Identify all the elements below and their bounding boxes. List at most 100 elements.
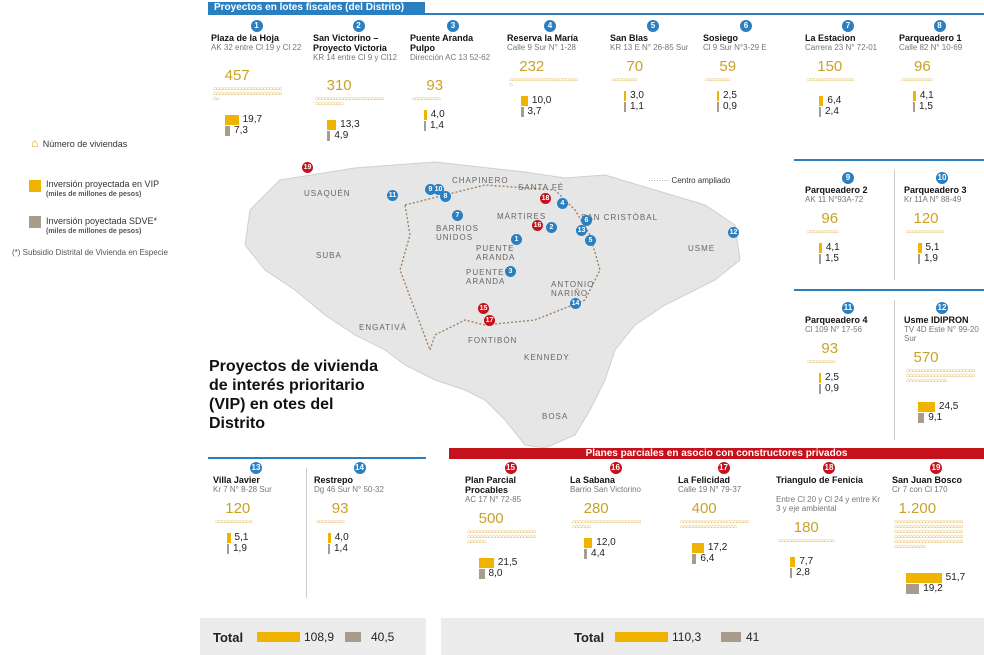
- map-marker-15[interactable]: 15: [478, 303, 489, 314]
- map-legend-centro: ········ Centro ampliado: [648, 176, 731, 185]
- housing-icons: ⌂⌂⌂⌂⌂⌂⌂⌂⌂⌂⌂⌂⌂⌂⌂⌂⌂⌂⌂⌂⌂⌂⌂: [509, 78, 578, 88]
- project-housing-count: 59: [719, 58, 737, 75]
- sdve-investment-bar: [227, 544, 229, 554]
- map-marker-13[interactable]: 13: [576, 225, 587, 236]
- project-address: Calle 19 N° 79-37: [678, 485, 742, 494]
- vip-investment-value: 6,4: [827, 95, 842, 106]
- legend-vip-swatch: [29, 180, 41, 192]
- project-number-badge: 13: [250, 462, 262, 474]
- map-marker-19[interactable]: 19: [302, 162, 313, 173]
- housing-icons: ⌂⌂⌂⌂⌂⌂⌂⌂⌂⌂⌂⌂⌂⌂⌂⌂⌂⌂: [778, 539, 835, 544]
- map-marker-18[interactable]: 18: [540, 193, 551, 204]
- map-label-usme: USME: [688, 244, 716, 253]
- project-number-badge: 16: [609, 462, 622, 474]
- project-number-badge: 4: [544, 20, 556, 32]
- sdve-investment-value: 2,8: [796, 567, 810, 578]
- map-marker-10[interactable]: 10: [433, 184, 444, 195]
- project-address: Dg 46 Sur N° 50-32: [314, 485, 384, 494]
- project-housing-count: 93: [426, 77, 444, 94]
- project-housing-count: 180: [793, 519, 819, 536]
- vip-investment-value: 4,1: [825, 242, 840, 253]
- vip-investment-bar: [692, 543, 704, 553]
- project-number-badge: 6: [740, 20, 752, 32]
- vip-investment-value: 12,0: [596, 537, 616, 548]
- sdve-investment-bar: [819, 107, 821, 117]
- project-housing-count: 70: [626, 58, 644, 75]
- sdve-investment-bar: [584, 549, 588, 559]
- project-address: AC 17 N° 72-85: [465, 495, 522, 504]
- sdve-investment-value: 2,4: [825, 106, 839, 117]
- total-planes-sdve-value: 41: [746, 630, 760, 644]
- total-lotes-sdve-bar: [345, 632, 361, 642]
- section-header-lotes: Proyectos en lotes fiscales (del Distrit…: [208, 2, 425, 14]
- bogota-map: [244, 161, 741, 449]
- project-name: Sosiego: [703, 33, 739, 43]
- project-name: Triangulo de Fenicia: [776, 475, 864, 485]
- map-marker-11[interactable]: 11: [387, 190, 398, 201]
- project-address: Cl 109 N° 17-56: [805, 325, 863, 334]
- project-number-badge: 9: [842, 172, 854, 184]
- housing-icons: ⌂⌂⌂⌂⌂⌂⌂⌂⌂⌂⌂⌂⌂⌂⌂⌂⌂⌂⌂⌂⌂⌂⌂⌂⌂⌂⌂⌂⌂⌂⌂⌂⌂⌂⌂⌂⌂⌂⌂⌂…: [906, 369, 975, 384]
- project-address: Calle 9 Sur N° 1-28: [507, 43, 577, 52]
- vip-investment-value: 5,1: [925, 242, 940, 253]
- project-name: San Juan Bosco: [892, 475, 963, 485]
- vip-investment-bar: [227, 533, 231, 543]
- project-address: Entre Cl 20 y Cl 24 y entre Kr 3 y eje a…: [776, 495, 881, 513]
- project-address: KR 14 entre Cl 9 y Cl12: [313, 53, 398, 62]
- housing-icons: ⌂⌂⌂⌂⌂⌂⌂⌂⌂⌂⌂⌂: [215, 520, 253, 525]
- map-marker-3[interactable]: 3: [505, 266, 516, 277]
- legend-vip-units: (miles de millones de pesos): [46, 191, 142, 198]
- map-label-puentearanda-2: PUENTE ARANDA: [466, 268, 506, 286]
- total-planes-label: Total: [574, 630, 605, 645]
- project-address: KR 13 E N° 26-85 Sur: [610, 43, 689, 52]
- housing-icons: ⌂⌂⌂⌂⌂⌂⌂⌂⌂⌂⌂⌂⌂⌂⌂: [807, 78, 854, 83]
- map-marker-1[interactable]: 1: [511, 234, 522, 245]
- legend-note: (*) Subsidio Distrital de Vivienda en Es…: [12, 248, 168, 257]
- map-marker-14[interactable]: 14: [570, 298, 581, 309]
- map-marker-7[interactable]: 7: [452, 210, 463, 221]
- project-number-badge: 7: [842, 20, 854, 32]
- map-marker-12[interactable]: 12: [728, 227, 739, 238]
- map-label-santafe: SANTA FÉ: [518, 183, 565, 192]
- map-marker-9[interactable]: 9: [425, 184, 436, 195]
- project-housing-count: 457: [224, 67, 250, 84]
- sdve-investment-bar: [918, 254, 920, 264]
- map-marker-4[interactable]: 4: [557, 198, 568, 209]
- map-marker-5[interactable]: 5: [585, 235, 596, 246]
- housing-icons: ⌂⌂⌂⌂⌂⌂⌂⌂⌂: [316, 520, 345, 525]
- total-lotes-sdve-value: 40,5: [371, 630, 395, 644]
- project-number-badge: 10: [936, 172, 948, 184]
- map-label-sancristobal: SAN CRISTÓBAL: [581, 213, 659, 222]
- map-marker-8[interactable]: 8: [440, 191, 451, 202]
- project-address: Cl 9 Sur N°3-29 E: [703, 43, 767, 52]
- project-name: Reserva la María: [507, 33, 579, 43]
- project-name: Puente Aranda Pulpo: [410, 33, 474, 53]
- sdve-investment-bar: [918, 413, 925, 423]
- project-housing-count: 310: [326, 77, 352, 94]
- project-housing-count: 96: [914, 58, 931, 75]
- map-marker-2[interactable]: 2: [546, 222, 557, 233]
- map-label-kennedy: KENNEDY: [524, 353, 570, 362]
- sdve-investment-value: 0,9: [825, 383, 839, 394]
- section-header-planes: Planes parciales en asocio con construct…: [449, 448, 984, 459]
- project-number-badge: 5: [647, 20, 659, 32]
- project-number-badge: 15: [504, 462, 517, 474]
- map-marker-16[interactable]: 16: [532, 220, 543, 231]
- vip-investment-bar: [521, 96, 528, 106]
- project-housing-count: 500: [478, 510, 504, 527]
- project-address: Dirección AC 13 52-62: [410, 53, 491, 62]
- vip-investment-bar: [819, 373, 821, 383]
- total-lotes-vip-value: 108,9: [304, 630, 335, 644]
- sdve-investment-value: 1,1: [630, 101, 644, 112]
- vip-investment-bar: [624, 91, 627, 101]
- vip-investment-bar: [328, 533, 331, 543]
- vip-investment-value: 21,5: [497, 557, 518, 568]
- project-name: Plan Parcial Procables: [465, 475, 517, 495]
- map-marker-17[interactable]: 17: [484, 315, 495, 326]
- project-name: La Estacion: [805, 33, 856, 43]
- total-planes-sdve-bar: [721, 632, 741, 642]
- legend-vip-label: Inversión proyectada en VIP: [46, 179, 160, 189]
- map-marker-6[interactable]: 6: [581, 215, 592, 226]
- sdve-investment-value: 4,9: [334, 130, 349, 141]
- vip-investment-value: 5,1: [234, 532, 249, 543]
